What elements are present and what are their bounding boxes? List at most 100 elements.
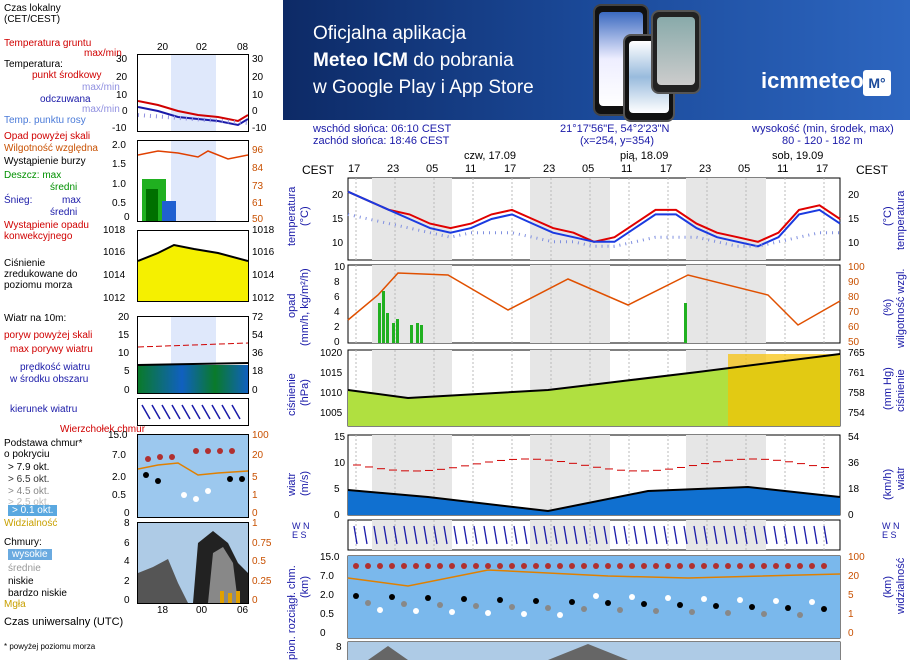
cloud-base-dot xyxy=(425,595,431,601)
okt-01: > 0.1 okt. xyxy=(8,505,58,516)
legend-temp-panel xyxy=(137,54,249,132)
banner-line2: Meteo ICM do pobrania xyxy=(313,47,514,74)
wind-arrow xyxy=(673,525,678,545)
cloud-base-dot xyxy=(401,601,407,607)
wind-arrow xyxy=(783,525,788,545)
wind-arrow xyxy=(533,525,538,545)
wind-arrow xyxy=(483,525,488,545)
temp-right-unit: (°C) xyxy=(882,206,894,226)
cbase-tick-l: 0 xyxy=(320,628,326,639)
wind-arrow xyxy=(383,525,388,545)
cloud-top-dot xyxy=(365,563,371,569)
press-right-label: ciśnienie xyxy=(895,369,907,412)
elevation-label: wysokość (min, środek, max) xyxy=(752,123,894,135)
ground-temp-sub: max/min xyxy=(84,48,122,59)
mid-clouds-label: średnie xyxy=(8,563,41,574)
local-time-label: Czas lokalny (CET/CEST) xyxy=(4,3,61,25)
wind-arrow xyxy=(683,525,688,545)
wind-tick-l: 15 xyxy=(334,432,346,443)
wind-arrow xyxy=(423,525,428,545)
cloud-top-dot xyxy=(797,563,803,569)
humidity-label: Wilgotność względna xyxy=(4,143,98,154)
wind-arrow xyxy=(823,525,828,545)
temp-feel-label: odczuwana xyxy=(40,94,91,105)
precip-over-label: Opad powyżej skali xyxy=(4,131,91,142)
timeline-hour: 17 xyxy=(816,163,829,175)
wind-right-label: wiatr xyxy=(895,466,907,490)
temp-tick-r: 20 xyxy=(848,190,860,201)
cloud-base-dot xyxy=(437,602,443,608)
cloud-base-dot xyxy=(461,596,467,602)
rpr-1018: 1018 xyxy=(252,225,275,236)
cloud-top-dot xyxy=(605,563,611,569)
wind-tick-l: 10 xyxy=(334,458,346,469)
wind-arrow xyxy=(493,525,498,545)
hum-tick-r: 90 xyxy=(848,277,860,288)
vis-tick-r: 100 xyxy=(848,552,865,563)
wind-arrow xyxy=(523,525,528,545)
rt-tick-0: 0 xyxy=(252,106,258,117)
top-hour-20: 20 xyxy=(157,42,169,53)
cbase-right-label: widzialność xyxy=(895,557,907,614)
temp-series-2 xyxy=(347,212,840,248)
cloud-top-dot xyxy=(509,563,515,569)
humidity-line xyxy=(347,272,841,326)
rw-0: 0 xyxy=(252,385,258,396)
precip-bar xyxy=(386,313,389,343)
hum-tick-r: 100 xyxy=(848,262,865,273)
cloud-top-dot xyxy=(353,563,359,569)
cloud-top-dot xyxy=(785,563,791,569)
rcl-075: 0.75 xyxy=(252,538,272,549)
cloud-top-dot xyxy=(401,563,407,569)
rcb-1: 1 xyxy=(252,490,258,501)
rt-tick-20: 20 xyxy=(252,72,264,83)
storm-label: Wystąpienie burzy xyxy=(4,156,86,167)
cbase-left-unit: (km) xyxy=(299,576,311,598)
lt-tick-20: 20 xyxy=(116,72,128,83)
wind-area xyxy=(348,487,840,515)
wind-speed-label: prędkość wiatru xyxy=(20,362,91,373)
lcb-05: 0.5 xyxy=(112,490,126,501)
precip-right-label: wilgotność wzgl. xyxy=(895,268,907,348)
lp-0: 0 xyxy=(124,212,130,223)
press-tick-r: 765 xyxy=(848,348,865,359)
lt-tick-30: 30 xyxy=(116,54,128,65)
cloud-base-dot xyxy=(701,596,707,602)
utc-hour-00: 00 xyxy=(196,605,208,616)
legend-winddir-panel xyxy=(137,398,249,426)
cloud-top-dot xyxy=(593,563,599,569)
press-tick-l: 1005 xyxy=(320,408,343,419)
lcb-0: 0 xyxy=(124,508,130,519)
wind-10m-label: Wiatr na 10m: xyxy=(4,313,67,324)
wind-line xyxy=(347,485,841,513)
dew-point-label: Temp. punktu rosy xyxy=(4,115,86,126)
precip-left-unit: (mm/h, kg/m²/h) xyxy=(299,268,311,346)
day-sat: sob, 19.09 xyxy=(772,150,824,162)
temp-left-unit: (°C) xyxy=(299,206,311,226)
cbase-tick-l: 0.5 xyxy=(320,609,334,620)
cloud-top-dot xyxy=(653,563,659,569)
cloud-top-dot xyxy=(617,563,623,569)
rpr-1012: 1012 xyxy=(252,293,275,304)
wind-left-label: wiatr xyxy=(286,472,298,496)
promo-banner[interactable]: Oficjalna aplikacja Meteo ICM do pobrani… xyxy=(283,0,910,122)
lp-15: 1.5 xyxy=(112,159,126,170)
cloud-base-dot xyxy=(365,600,371,606)
cloud-top-dot xyxy=(389,563,395,569)
cloud-base-dot xyxy=(713,603,719,609)
cloud-base-dot xyxy=(653,608,659,614)
press-tick-l: 1010 xyxy=(320,388,343,399)
wind-arrow xyxy=(663,525,668,545)
precip-bar xyxy=(378,303,381,343)
clouds-label: Chmury: xyxy=(4,537,42,548)
cloud-base-dot xyxy=(689,609,695,615)
timeline-hour: 17 xyxy=(660,163,673,175)
cloud-base-dot xyxy=(797,612,803,618)
wind-tick-r: 18 xyxy=(848,484,860,495)
lw-20: 20 xyxy=(118,312,130,323)
footnote: * powyżej poziomu morza xyxy=(4,642,96,651)
precip-tick-l: 4 xyxy=(334,307,340,318)
wind-arrow xyxy=(733,525,738,545)
cloud-base-dot xyxy=(629,594,635,600)
cloud-base-dot xyxy=(761,611,767,617)
